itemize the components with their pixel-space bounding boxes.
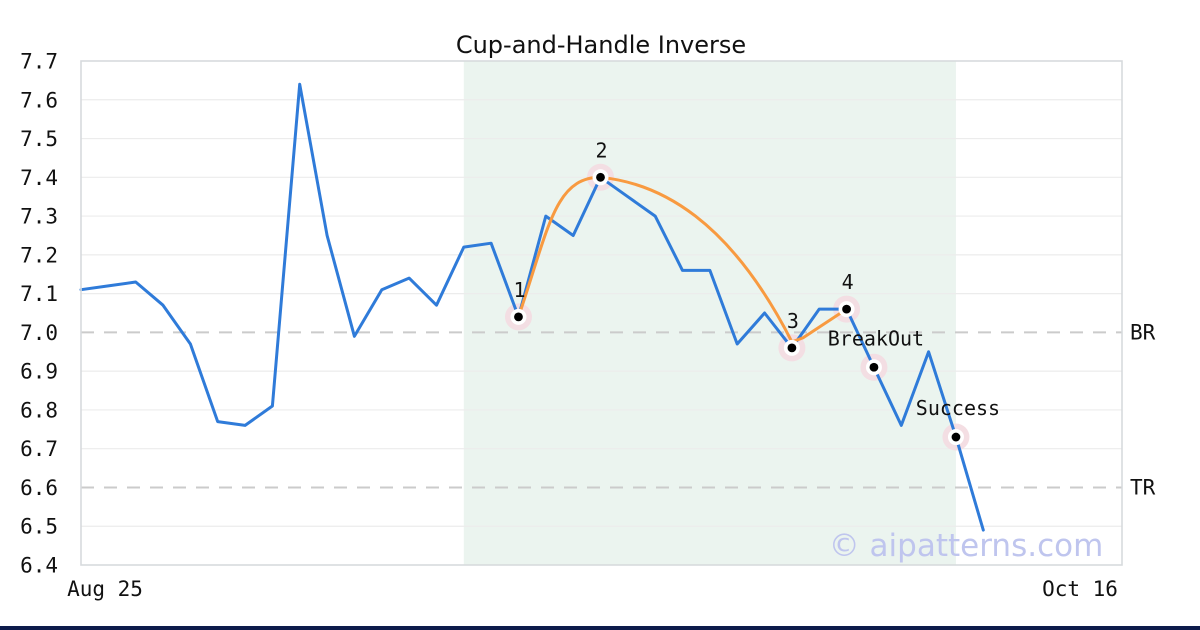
x-tick-label-start: Aug 25 — [67, 577, 143, 601]
marker-dot — [842, 304, 851, 314]
marker-dot — [787, 343, 797, 353]
y-tick-label: 7.6 — [20, 88, 58, 112]
annotation-label-breakout: BreakOut — [828, 326, 924, 350]
watermark: © aipatterns.com — [829, 528, 1104, 564]
y-tick-label: 7.5 — [20, 127, 58, 151]
chart-under-layer: BR TR 7.7 7.6 7.5 7.4 7.3 7.2 7.1 7.0 6.9 6.8 6.7 6.6… — [20, 50, 1156, 578]
y-tick-label: 7.2 — [20, 243, 58, 267]
marker-dot — [514, 312, 523, 322]
y-tick-label: 7.4 — [20, 166, 58, 190]
y-tick-label: 7.0 — [20, 321, 58, 345]
x-tick-label-end: Oct 16 — [1042, 577, 1118, 601]
y-tick-label: 6.8 — [20, 398, 58, 422]
footer-accent-bar — [0, 626, 1200, 630]
annotation-label-1: 1 — [513, 278, 525, 302]
level-label-br: BR — [1130, 320, 1156, 344]
marker-dot — [596, 172, 605, 182]
level-label-tr: TR — [1130, 475, 1156, 499]
annotation-label-2: 2 — [595, 138, 607, 162]
y-tick-label: 6.5 — [20, 515, 58, 539]
y-tick-label: 6.7 — [20, 437, 58, 461]
chart-over-layer: 1 2 3 4 BreakOut Success — [79, 82, 1000, 532]
y-tick-label: 6.4 — [20, 554, 58, 578]
annotation-label-success: Success — [916, 396, 1000, 420]
plot-border — [80, 60, 1123, 566]
y-tick-label: 6.9 — [20, 360, 58, 384]
pattern-overlay-line — [516, 175, 849, 344]
y-tick-label: 7.3 — [20, 205, 58, 229]
y-tick-label: 7.1 — [20, 282, 58, 306]
y-tick-label: 6.6 — [20, 476, 58, 500]
annotation-label-4: 4 — [842, 270, 854, 294]
marker-dot — [951, 432, 961, 442]
marker-dot — [869, 362, 879, 372]
annotation-label-3: 3 — [787, 309, 799, 333]
y-tick-label: 7.7 — [20, 50, 58, 74]
pattern-highlight-region — [463, 61, 956, 565]
price-line — [79, 82, 985, 532]
chart-title: Cup-and-Handle Inverse — [456, 31, 746, 59]
